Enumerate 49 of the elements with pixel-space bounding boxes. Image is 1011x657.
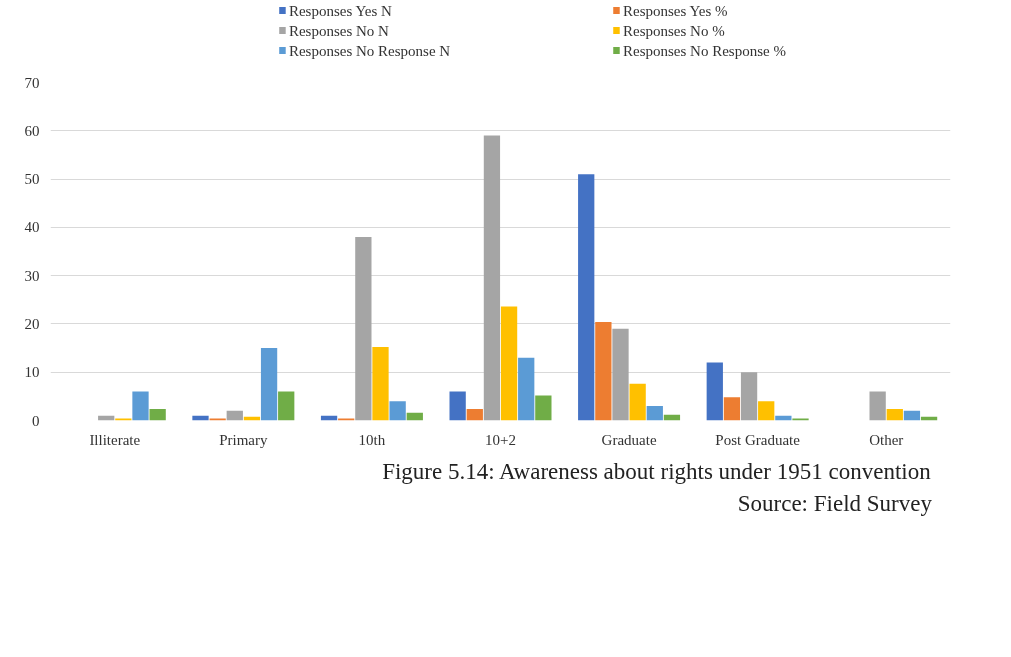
- legend-label: Responses Yes %: [622, 2, 728, 19]
- source-note: Source: Field Survey: [737, 490, 933, 516]
- y-tick-label: 20: [24, 315, 40, 332]
- bar: [578, 174, 595, 421]
- bar: [389, 401, 406, 421]
- bar: [449, 391, 466, 421]
- bar: [260, 348, 278, 421]
- bar: [612, 328, 629, 421]
- x-tick-label: Post Graduate: [715, 431, 801, 448]
- bar: [758, 401, 775, 421]
- x-tick-label: Other: [869, 431, 904, 448]
- x-tick-label: Primary: [219, 431, 269, 448]
- bar: [886, 408, 903, 421]
- x-tick-label: Illiterate: [89, 431, 141, 448]
- legend-label: Responses No %: [622, 22, 725, 39]
- bar: [869, 391, 886, 421]
- bar: [518, 357, 535, 421]
- y-tick-label: 60: [24, 122, 40, 139]
- bar: [723, 397, 741, 421]
- bar: [706, 362, 723, 421]
- legend-label: Responses No Response N: [288, 42, 451, 59]
- bar: [629, 383, 646, 421]
- y-tick-label: 70: [24, 74, 40, 91]
- bar: [646, 406, 663, 421]
- bar: [132, 391, 149, 421]
- legend-label: Responses No N: [288, 22, 390, 39]
- caption: Figure 5.14: Awareness about rights under 1951 convention: [382, 458, 932, 484]
- x-tick-label: 10th: [358, 431, 386, 448]
- y-tick-label: 40: [24, 219, 40, 236]
- bar: [535, 395, 552, 421]
- x-tick-label: 10+2: [485, 431, 516, 448]
- bar: [483, 135, 501, 421]
- bar: [595, 322, 612, 421]
- bar: [372, 347, 389, 421]
- legend-label: Responses No Response %: [622, 42, 786, 59]
- y-tick-label: 30: [24, 267, 40, 284]
- bar: [466, 408, 483, 421]
- legend-label: Responses Yes N: [288, 2, 393, 19]
- y-tick-label: 0: [32, 412, 40, 429]
- bar: [355, 237, 372, 421]
- y-tick-label: 50: [24, 171, 40, 188]
- y-tick-label: 10: [24, 364, 40, 381]
- bar: [149, 408, 166, 421]
- bar: [500, 306, 518, 421]
- bar: [740, 372, 758, 421]
- x-tick-label: Graduate: [601, 431, 657, 448]
- bar: [903, 410, 921, 421]
- bar: [226, 410, 243, 421]
- bar: [278, 391, 295, 421]
